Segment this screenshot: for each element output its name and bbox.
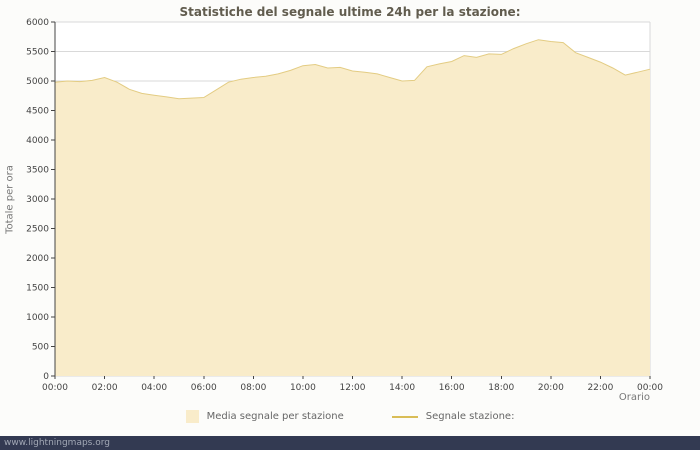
line-swatch-icon (391, 415, 418, 418)
x-tick-label: 18:00 (488, 383, 514, 393)
y-tick-label: 5500 (26, 48, 49, 58)
y-tick-label: 6000 (26, 18, 49, 28)
legend-item-media-segnale: Media segnale per stazione (185, 410, 344, 423)
x-axis-label: Orario (618, 392, 650, 403)
legend: Media segnale per stazione Segnale stazi… (0, 410, 700, 423)
area-swatch-icon (185, 410, 199, 423)
y-tick-label: 500 (32, 343, 49, 353)
x-tick-label: 10:00 (290, 383, 316, 393)
legend-item-segnale-stazione: Segnale stazione: (391, 411, 515, 422)
area-chart: 0 500 1000 1500 2000 2500 3000 3500 4000 4500 5000… (26, 18, 663, 393)
legend-label: Media segnale per stazione (206, 411, 344, 422)
y-tick-label: 2000 (26, 254, 49, 264)
y-tick-label: 2500 (26, 225, 49, 235)
y-tick-label: 5000 (26, 77, 49, 87)
x-tick-label: 12:00 (340, 383, 366, 393)
y-tick-label: 3500 (26, 166, 49, 176)
y-tick-label: 3000 (26, 195, 49, 205)
x-tick-label: 14:00 (389, 383, 415, 393)
x-tick-label: 00:00 (637, 383, 663, 393)
x-tick-label: 04:00 (141, 383, 167, 393)
x-tick-label: 16:00 (439, 383, 465, 393)
y-tick-label: 4500 (26, 107, 49, 117)
x-tick-label: 00:00 (42, 383, 68, 393)
y-tick-label: 0 (43, 372, 49, 382)
watermark: www.lightningmaps.org (4, 438, 110, 448)
chart-title: Statistiche del segnale ultime 24h per l… (179, 5, 521, 19)
x-tick-label: 20:00 (538, 383, 564, 393)
y-tick-label: 1500 (26, 284, 49, 294)
footer-bar: www.lightningmaps.org (0, 436, 700, 450)
y-tick-label: 4000 (26, 136, 49, 146)
signal-line-series (54, 39, 651, 100)
x-tick-label: 22:00 (587, 383, 613, 393)
x-tick-label: 08:00 (240, 383, 266, 393)
y-tick-label: 1000 (26, 313, 49, 323)
x-tick-label: 02:00 (92, 383, 118, 393)
legend-label: Segnale stazione: (425, 411, 515, 422)
signal-area-series (55, 39, 650, 376)
x-tick-label: 06:00 (191, 383, 217, 393)
